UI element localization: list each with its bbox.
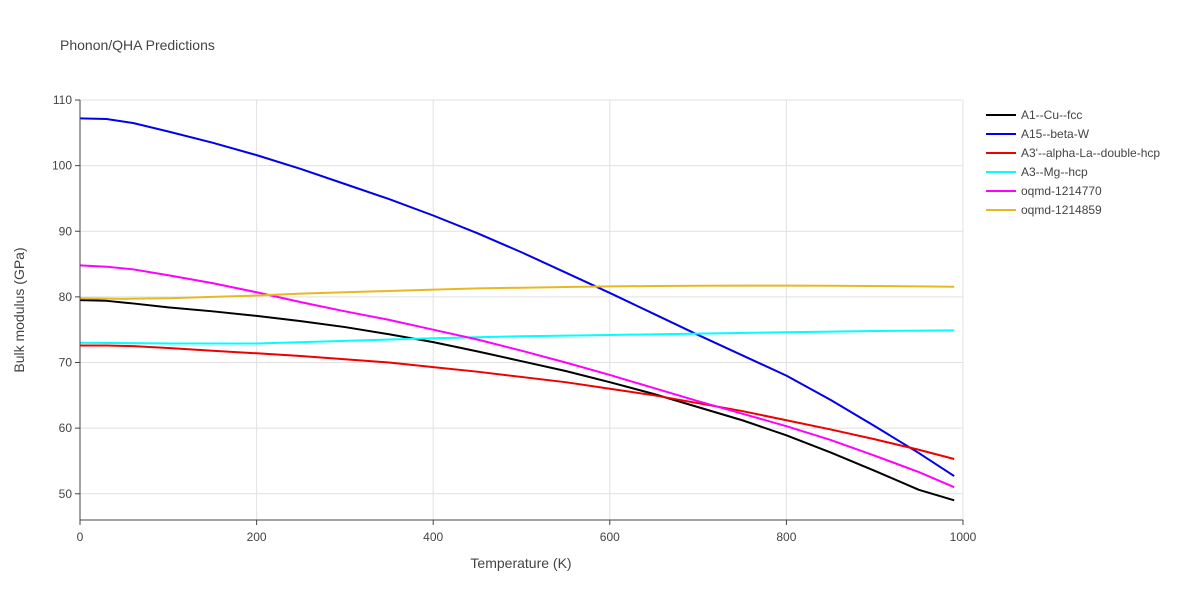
series-line-5[interactable]	[79, 284, 955, 300]
axes	[79, 100, 963, 521]
y-tick-label: 80	[59, 290, 73, 304]
chart-title: Phonon/QHA Predictions	[60, 37, 215, 53]
legend-label: oqmd-1214770	[1021, 184, 1102, 198]
x-tick-label: 400	[423, 530, 443, 544]
y-tick-label: 90	[59, 224, 73, 238]
x-tick-label: 600	[600, 530, 620, 544]
grid	[79, 99, 964, 520]
legend-item-5[interactable]: oqmd-1214859	[986, 203, 1102, 217]
legend-item-2[interactable]: A3'--alpha-La--double-hcp	[986, 146, 1160, 160]
x-tick-label: 800	[776, 530, 796, 544]
legend-label: A15--beta-W	[1021, 127, 1090, 141]
legend-label: A3--Mg--hcp	[1021, 165, 1088, 179]
y-tick-label: 60	[59, 421, 73, 435]
series-line-2[interactable]	[80, 344, 955, 460]
legend-label: A3'--alpha-La--double-hcp	[1021, 146, 1160, 160]
series-line-1[interactable]	[79, 117, 955, 477]
y-tick-label: 70	[59, 356, 73, 370]
y-tick-label: 110	[53, 93, 72, 107]
legend-label: oqmd-1214859	[1021, 203, 1102, 217]
y-tick-label: 100	[52, 159, 72, 173]
x-axis-ticks: 0 200 400 600 800 1000	[77, 520, 977, 544]
legend-item-1[interactable]: A15--beta-W	[986, 127, 1090, 141]
y-tick-label: 50	[59, 487, 73, 501]
series-line-0[interactable]	[79, 299, 955, 502]
x-tick-label: 200	[247, 530, 267, 544]
y-axis-label: Bulk modulus (GPa)	[11, 247, 27, 372]
legend-item-0[interactable]: A1--Cu--fcc	[986, 108, 1082, 122]
series-line-4[interactable]	[79, 264, 955, 489]
y-axis-ticks: 50 60 70 80 90 100 110	[52, 93, 80, 501]
x-tick-label: 1000	[950, 530, 977, 544]
series-line-3[interactable]	[79, 329, 955, 345]
legend-item-3[interactable]: A3--Mg--hcp	[986, 165, 1088, 179]
legend-label: A1--Cu--fcc	[1021, 108, 1082, 122]
legend-item-4[interactable]: oqmd-1214770	[986, 184, 1102, 198]
plot-area	[79, 117, 955, 502]
legend[interactable]: A1--Cu--fcc A15--beta-W A3'--alpha-La--dou…	[986, 108, 1160, 217]
x-axis-label: Temperature (K)	[470, 555, 571, 571]
x-tick-label: 0	[77, 530, 84, 544]
